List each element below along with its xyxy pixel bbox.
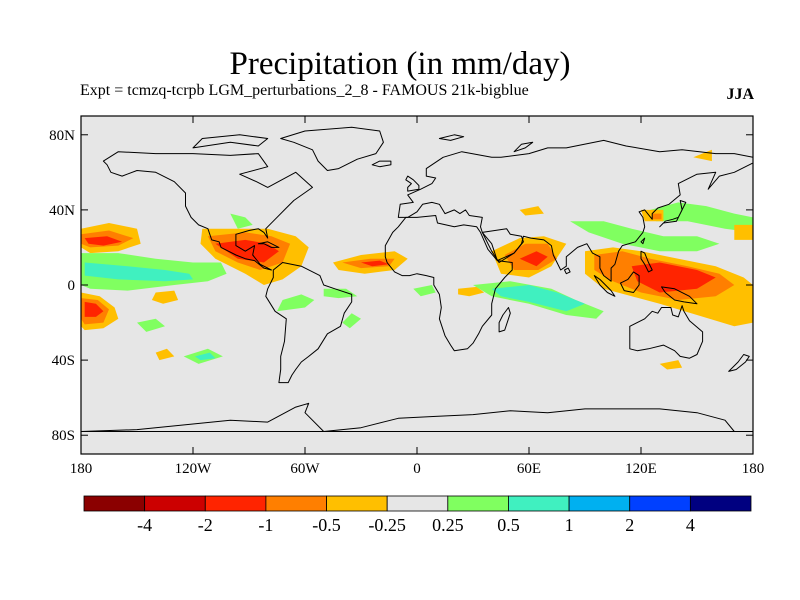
- coastlines: [81, 126, 753, 432]
- colorbar-label-6: 0.5: [497, 515, 520, 535]
- colorbar-swatch-4: [326, 495, 388, 512]
- colorbar-label-8: 2: [625, 515, 634, 535]
- precip-region-7: [277, 294, 315, 312]
- colorbar-swatch-6: [447, 495, 509, 512]
- coastline-greenland: [280, 126, 384, 171]
- x-axis-ticks: 180 120W 60W 0 60E 120E 180: [70, 116, 765, 477]
- y-axis-ticks: 80N 40N 0 40S 80S: [49, 128, 753, 444]
- coastline-australia: [629, 305, 704, 359]
- precip-region-14: [155, 348, 175, 361]
- coastline-eurasia: [397, 139, 753, 282]
- colorbar-swatch-0: [83, 495, 146, 512]
- colorbar-label-2: -1: [258, 515, 273, 535]
- precip-region-23: [413, 285, 436, 297]
- precip-region-12: [84, 301, 104, 317]
- precip-region-4: [84, 262, 193, 282]
- coastline-iceland: [371, 160, 392, 168]
- x-tick-label-3: 0: [413, 461, 421, 477]
- y-tick-label-2: 0: [68, 278, 76, 294]
- coastline-novaya-zemlya: [513, 141, 534, 153]
- coastline-sumatra: [593, 275, 616, 297]
- precip-region-9: [137, 318, 165, 332]
- x-tick-label-4: 60E: [517, 461, 541, 477]
- coastline-svalbard: [438, 134, 465, 141]
- x-tick-label-5: 120E: [625, 461, 657, 477]
- coastline-japan: [659, 200, 687, 228]
- precip-region-22: [323, 288, 358, 299]
- precip-region-2: [84, 236, 123, 246]
- colorbar-swatch-10: [689, 495, 752, 512]
- chart-title: Precipitation (in mm/day): [229, 46, 571, 82]
- precip-region-13: [151, 290, 179, 304]
- precip-region-26: [491, 285, 585, 312]
- coastline-arctic-islands: [192, 134, 269, 149]
- colorbar: -4 -2 -1 -0.5 -0.25 0.25 0.5 1 2 4: [83, 495, 752, 535]
- colorbar-label-1: -2: [198, 515, 213, 535]
- coastline-sri-lanka: [564, 267, 571, 275]
- precip-region-29: [519, 251, 548, 267]
- colorbar-swatch-5: [386, 495, 449, 512]
- coastline-philippines: [640, 250, 653, 273]
- precip-region-31: [650, 202, 753, 233]
- coastline-north-america: [102, 151, 313, 271]
- precip-region-21: [361, 260, 389, 267]
- coastline-antarctica: [81, 402, 753, 432]
- colorbar-swatch-8: [568, 495, 631, 512]
- precip-region-15: [230, 213, 253, 229]
- x-tick-label-2: 60W: [290, 461, 320, 477]
- y-tick-label-4: 80S: [52, 428, 75, 444]
- contour-regions: [81, 149, 753, 370]
- colorbar-swatch-9: [629, 495, 691, 512]
- colorbar-label-5: 0.25: [432, 515, 464, 535]
- precip-region-24: [458, 286, 485, 297]
- coastline-taiwan: [640, 237, 646, 245]
- coastline-madagascar: [498, 307, 511, 333]
- colorbar-swatch-1: [144, 495, 206, 512]
- precip-region-37: [652, 213, 662, 220]
- coastline-africa: [384, 215, 513, 352]
- coastline-new-guinea: [661, 286, 698, 305]
- y-tick-label-0: 80N: [49, 128, 75, 144]
- x-tick-label-1: 120W: [175, 461, 213, 477]
- precip-region-35: [734, 224, 753, 240]
- colorbar-label-4: -0.25: [368, 515, 406, 535]
- season-label: JJA: [726, 86, 754, 103]
- precip-region-8: [342, 313, 361, 329]
- colorbar-label-3: -0.5: [312, 515, 341, 535]
- coastline-arabia-to-iran: [481, 228, 524, 262]
- precip-region-18: [215, 239, 279, 263]
- coastline-uk: [405, 175, 420, 192]
- colorbar-swatch-7: [508, 495, 570, 512]
- coastline-south-america: [265, 262, 353, 384]
- precip-region-38: [659, 360, 683, 370]
- chart-subtitle: Expt = tcmzq-tcrpb LGM_perturbations_2_8…: [80, 82, 529, 99]
- precip-region-30: [570, 221, 720, 252]
- y-tick-label-3: 40S: [52, 353, 75, 369]
- precip-region-39: [519, 206, 544, 216]
- coastline-cuba: [257, 241, 280, 248]
- coastline-new-zealand: [728, 354, 750, 372]
- colorbar-label-7: 1: [565, 515, 574, 535]
- colorbar-swatch-3: [265, 495, 327, 512]
- colorbar-label-9: 4: [686, 515, 695, 535]
- x-tick-label-0: 180: [70, 461, 93, 477]
- coastline-borneo: [620, 271, 640, 293]
- precip-region-6: [194, 352, 216, 361]
- x-tick-label-6: 180: [742, 461, 765, 477]
- colorbar-label-0: -4: [137, 515, 152, 535]
- colorbar-swatch-2: [204, 495, 267, 512]
- y-tick-label-1: 40N: [49, 203, 75, 219]
